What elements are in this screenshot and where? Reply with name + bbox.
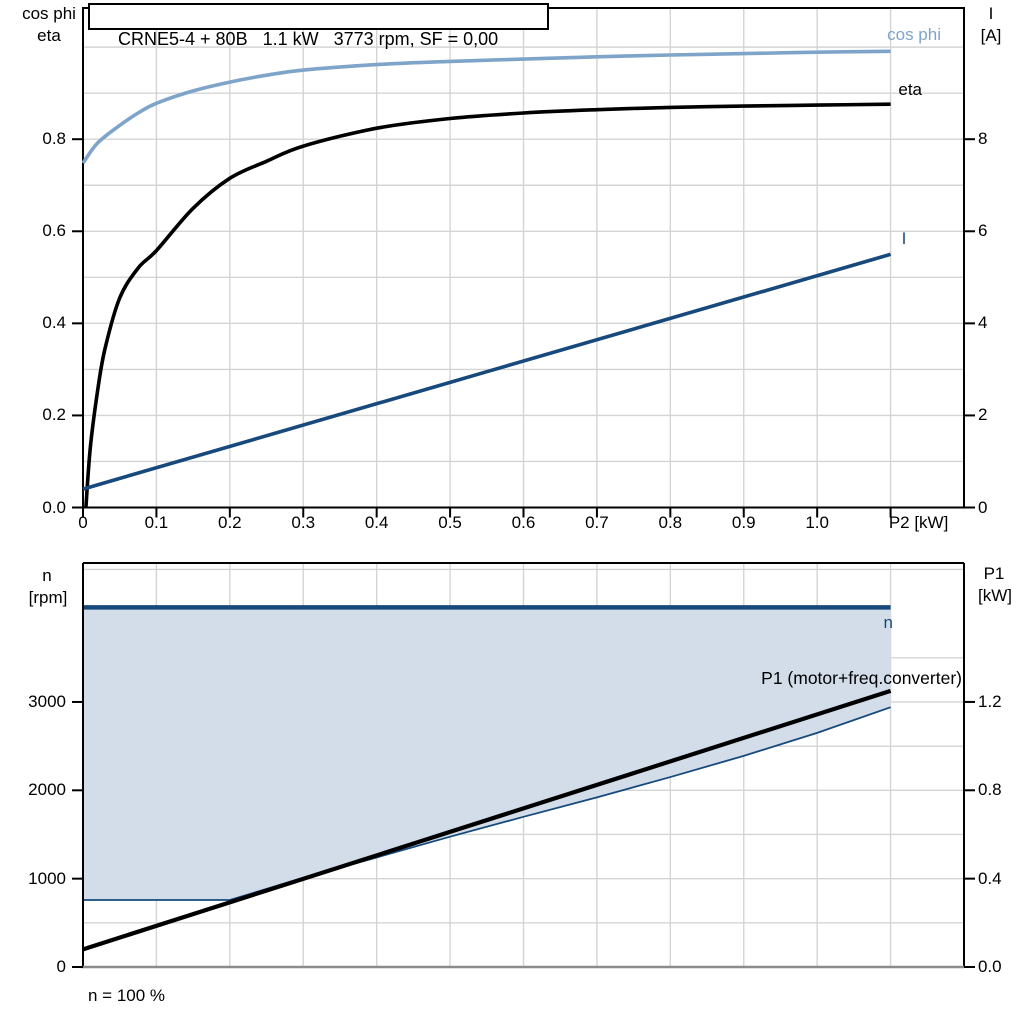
speed-annotation: n = 100 %: [88, 986, 166, 1005]
top-left-tick-label: 0.4: [42, 313, 66, 333]
top-x-tick-label: 0.5: [438, 513, 462, 532]
bottom-right-tick-label: 0.8: [978, 780, 1002, 800]
curve-label-cos-phi: cos phi: [887, 25, 941, 44]
bottom-right-axis-label-p1: P1: [983, 564, 1005, 583]
bottom-right-axis-label-unit: [kW]: [978, 586, 1012, 605]
chart-title: CRNE5-4 + 80B 1.1 kW 3773 rpm, SF = 0,00: [118, 29, 499, 49]
top-x-tick-label: 0: [78, 513, 88, 532]
top-right-tick-label: 2: [978, 405, 988, 425]
curve-label-n: n: [883, 613, 893, 632]
top-right-tick-label: 4: [978, 313, 988, 333]
top-x-axis-unit-label: P2 [kW]: [888, 513, 949, 532]
top-x-tick-label: 0.1: [144, 513, 169, 532]
bottom-left-axis-label-unit: [rpm]: [28, 588, 68, 607]
bottom-right-tick-label: 1.2: [978, 691, 1002, 711]
chart-title-box: CRNE5-4 + 80B 1.1 kW 3773 rpm, SF = 0,00: [88, 3, 549, 49]
top-curve-cos-phi: [81, 49, 891, 165]
top-x-tick-label: 0.8: [658, 513, 683, 532]
bottom-right-tick-label: 0.4: [978, 868, 1002, 888]
top-right-tick-label: 0: [978, 497, 988, 517]
top-left-tick-label: 0.6: [42, 221, 66, 241]
bottom-right-tick-label: 0.0: [978, 957, 1002, 976]
top-right-axis-label-unit: [A]: [980, 26, 1002, 45]
bottom-left-axis-label-n: n: [42, 566, 52, 585]
bottom-left-tick-label: 2000: [28, 780, 66, 800]
top-x-tick-label: 0.9: [731, 513, 756, 532]
top-x-tick-label: 1.0: [805, 513, 829, 532]
top-x-tick-label: 0.2: [218, 513, 242, 532]
top-right-tick-label: 6: [978, 221, 988, 241]
bottom-left-tick-label: 1000: [28, 868, 66, 888]
top-right-tick-label: 8: [978, 129, 988, 149]
top-right-axis-label-i: I: [988, 4, 994, 23]
top-left-tick-label: 0.8: [42, 129, 66, 149]
top-left-axis-label-cosphi: cos phi: [22, 4, 76, 23]
curve-label-p1: P1 (motor+freq.converter): [761, 668, 962, 688]
speed-band-fill: [83, 607, 891, 901]
bottom-curve-p1: [82, 688, 892, 952]
top-x-tick-label: 0.7: [585, 513, 609, 532]
top-curve-eta: [84, 102, 891, 508]
top-x-tick-label: 0.6: [511, 513, 536, 532]
top-x-tick-label: 0.3: [291, 513, 316, 532]
curve-label-current: I: [901, 229, 907, 248]
top-left-tick-label: 0.2: [42, 405, 66, 425]
top-left-axis-label-eta: eta: [37, 26, 61, 45]
top-left-tick-label: 0.0: [42, 497, 66, 517]
bottom-left-tick-label: 0: [56, 957, 66, 976]
top-curve-i: [82, 252, 892, 491]
top-x-tick-label: 0.4: [364, 513, 389, 532]
curve-label-eta: eta: [898, 80, 922, 99]
bottom-left-tick-label: 3000: [28, 691, 66, 711]
